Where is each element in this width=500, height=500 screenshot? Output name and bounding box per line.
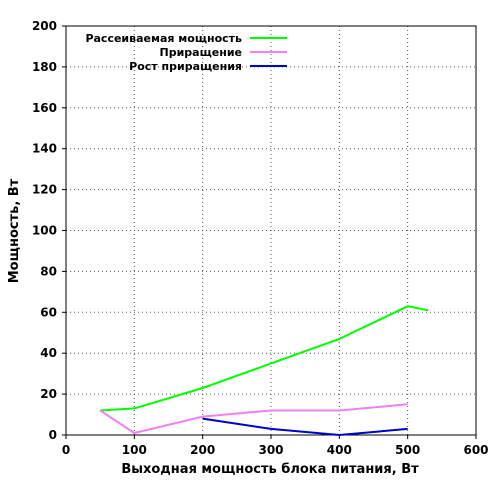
x-tick-label: 0 xyxy=(62,443,70,457)
y-tick-label: 180 xyxy=(32,60,57,74)
legend-label: Рост приращения xyxy=(129,60,242,73)
y-tick-label: 40 xyxy=(40,346,57,360)
legend-label: Приращение xyxy=(160,46,242,59)
legend-label: Рассеиваемая мощность xyxy=(85,32,242,45)
x-axis-title: Выходная мощность блока питания, Вт xyxy=(121,462,419,477)
series-lines xyxy=(99,305,429,436)
plot-frame xyxy=(65,25,477,436)
y-tick-label: 200 xyxy=(32,19,57,33)
y-tick-label: 20 xyxy=(40,387,57,401)
y-tick-label: 120 xyxy=(32,183,57,197)
x-tick-label: 600 xyxy=(463,443,488,457)
y-tick-label: 140 xyxy=(32,142,57,156)
y-axis-title: Мощность, Вт xyxy=(7,178,22,283)
tick-labels: 0 100 200 300 400 500 600 0 20 40 60 80 100 120 140 160… xyxy=(32,19,489,457)
x-tick-label: 400 xyxy=(327,443,352,457)
x-tick-label: 500 xyxy=(395,443,420,457)
y-tick-label: 60 xyxy=(40,305,57,319)
y-tick-label: 160 xyxy=(32,101,57,115)
y-tick-label: 100 xyxy=(32,224,57,238)
y-tick-label: 80 xyxy=(40,264,57,278)
x-tick-label: 200 xyxy=(190,443,215,457)
x-tick-label: 100 xyxy=(122,443,147,457)
x-tick-label: 300 xyxy=(258,443,283,457)
y-tick-label: 0 xyxy=(49,428,57,442)
series-line-2 xyxy=(99,403,408,434)
axes xyxy=(62,25,477,439)
series-line-1 xyxy=(100,305,429,412)
series-line-3 xyxy=(202,417,408,436)
